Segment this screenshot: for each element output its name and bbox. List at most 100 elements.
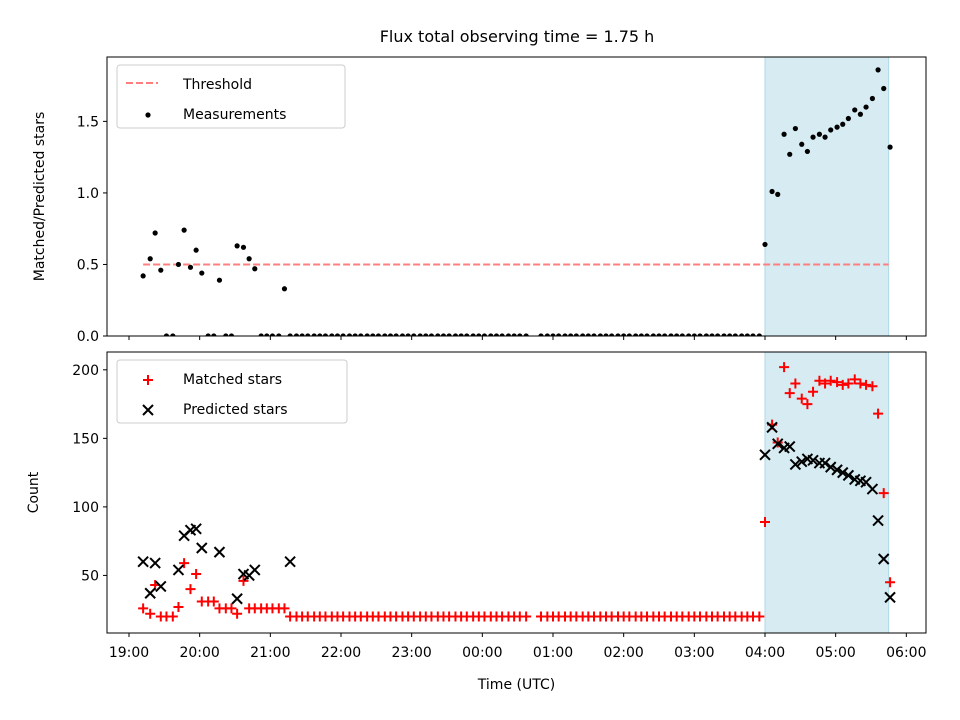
matched-star-point <box>878 488 889 499</box>
measurement-point <box>585 333 591 336</box>
measurement-point <box>264 333 270 336</box>
matched-star-point <box>802 399 813 410</box>
measurement-point <box>562 333 568 336</box>
measurement-point <box>703 333 709 336</box>
measurement-point <box>499 333 505 336</box>
measurement-point <box>488 333 494 336</box>
measurement-point <box>505 333 512 336</box>
predicted-star-point <box>878 553 890 565</box>
measurement-point <box>857 111 864 117</box>
measurement-point <box>615 333 621 336</box>
x-axis-label: Time (UTC) <box>477 677 555 693</box>
measurement-point <box>299 333 305 336</box>
measurement-point <box>656 333 662 336</box>
measurement-point <box>750 333 756 336</box>
predicted-star-point <box>784 440 796 453</box>
measurement-point <box>440 333 447 336</box>
matched-star-point <box>521 611 532 622</box>
measurement-point <box>523 333 529 336</box>
ratio-panel: 0.0 0.5 1.0 1.5 Matched/Predicted stars Thres… <box>32 56 927 345</box>
x-tick-label: 22:00 <box>321 645 361 661</box>
measurement-point <box>568 333 574 336</box>
predicted-star-point <box>144 587 156 599</box>
y-tick-label: 1.5 <box>77 114 99 130</box>
x-tick-label: 04:00 <box>745 645 785 661</box>
measurement-point <box>370 333 376 336</box>
measurement-point <box>875 67 881 73</box>
measurement-point <box>644 333 650 336</box>
measurement-point <box>887 144 893 150</box>
x-tick-label: 21:00 <box>250 645 290 661</box>
predicted-star-point <box>772 438 784 450</box>
legend: Threshold Measurements <box>116 64 346 129</box>
x-tick-label: 03:00 <box>674 645 714 661</box>
measurement-point <box>234 243 240 249</box>
measurement-point <box>281 286 288 292</box>
predicted-star-point <box>807 454 819 466</box>
matched-star-point <box>179 558 190 569</box>
predicted-star-point <box>884 591 896 604</box>
matched-star-point <box>820 378 831 389</box>
measurement-point <box>744 333 750 336</box>
measurement-point <box>452 333 459 336</box>
x-tick-label: 19:00 <box>109 645 149 661</box>
x-tick-label: 02:00 <box>603 645 643 661</box>
axes-frame <box>106 56 927 337</box>
measurement-point <box>305 333 311 336</box>
measurement-point <box>511 333 517 336</box>
matched-star-point <box>849 374 860 385</box>
measurement-point <box>804 148 811 155</box>
matched-star-point <box>867 381 878 392</box>
measurement-point <box>140 273 146 279</box>
legend-measurement-marker <box>145 112 151 118</box>
measurement-point <box>175 261 182 268</box>
legend-matched-marker <box>143 375 153 385</box>
measurement-point <box>638 333 644 336</box>
measurement-point <box>393 333 399 336</box>
measurement-point <box>322 333 329 336</box>
measurement-point <box>709 333 715 336</box>
measurement-point <box>287 333 293 336</box>
legend-label: Measurements <box>183 107 286 123</box>
predicted-star-point <box>819 457 831 469</box>
measurement-point <box>787 151 793 157</box>
measurement-point <box>346 333 353 336</box>
axes-frame <box>106 351 927 634</box>
measurement-point <box>375 333 382 336</box>
matched-star-point <box>232 608 243 619</box>
predicted-star-point <box>231 593 243 605</box>
measurement-point <box>364 333 370 336</box>
matched-star-point <box>796 393 807 404</box>
legend-box <box>116 64 346 129</box>
measurement-point <box>428 333 435 336</box>
matched-star-point <box>837 379 848 390</box>
measurement-point <box>399 333 406 336</box>
measurement-point <box>609 333 615 336</box>
measurement-point <box>470 333 476 336</box>
measurement-point <box>405 333 411 336</box>
measurement-point <box>721 333 727 336</box>
chart-title: Flux total observing time = 1.75 h <box>380 27 655 46</box>
matched-star-point <box>226 603 237 614</box>
measurement-point <box>727 333 733 336</box>
matched-star-point <box>185 584 196 595</box>
measurement-point <box>517 333 523 336</box>
predicted-star-point <box>837 466 849 479</box>
measurement-point <box>187 264 194 270</box>
measurement-point <box>435 333 441 336</box>
matched-star-point <box>861 379 872 390</box>
x-tick-label: 20:00 <box>179 645 219 661</box>
measurement-point <box>691 333 697 336</box>
matched-star-point <box>754 611 765 622</box>
predicted-star-point <box>759 449 771 461</box>
predicted-star-point <box>796 455 808 468</box>
measurement-point <box>464 333 470 336</box>
measurement-point <box>591 333 597 336</box>
measurement-point <box>775 191 781 197</box>
measurement-point <box>334 333 341 336</box>
measurement-point <box>493 333 500 336</box>
measurement-point <box>446 333 452 336</box>
matched-star-point <box>238 575 249 586</box>
legend-predicted-marker <box>142 404 154 416</box>
